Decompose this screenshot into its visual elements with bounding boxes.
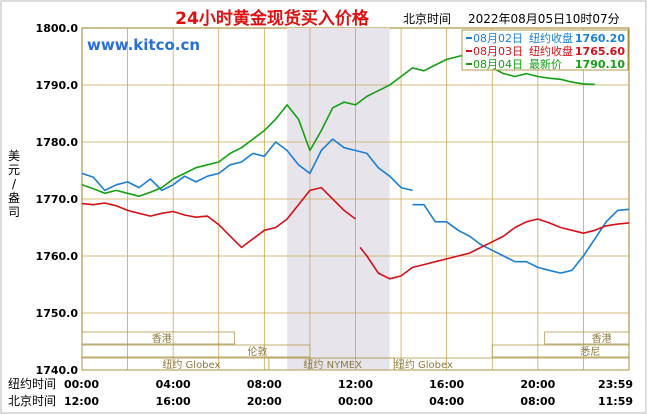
- market-london-box: [81, 344, 311, 358]
- legend-date: 08月02日: [473, 32, 523, 45]
- y-axis-label-part3: /: [12, 177, 17, 191]
- series-line-08月02日: [81, 138, 630, 274]
- y-tick-label: 1770.0: [36, 193, 79, 206]
- x-tick-label-ny: 23:59: [598, 378, 633, 391]
- market-hongkong-right-box: [544, 331, 630, 345]
- x-tick-label-bj: 16:00: [156, 395, 191, 408]
- legend-value: 1765.60: [575, 45, 625, 58]
- x-axis-bj-ticks: 12:00 16:00 20:00 00:00 04:00 08:00 11:59: [64, 395, 633, 408]
- series-line-08月03日: [81, 186, 630, 280]
- legend-date: 08月03日: [473, 45, 523, 58]
- market-london-label: 伦敦: [247, 345, 267, 358]
- x-tick-label-ny: 00:00: [64, 378, 99, 391]
- y-tick-label: 1800.0: [36, 22, 79, 35]
- watermark-url: www.kitco.cn: [87, 36, 200, 54]
- legend-box: [461, 29, 629, 71]
- y-tick-label: 1760.0: [36, 250, 79, 263]
- x-tick-label-bj: 08:00: [520, 395, 555, 408]
- grid-lines: [82, 28, 629, 370]
- legend-label: 最新价: [529, 57, 562, 71]
- legend: 08月02日 纽约收盘 1760.20 08月03日 纽约收盘 1765.60 08月04日…: [461, 29, 629, 71]
- legend-label: 纽约收盘: [529, 31, 573, 45]
- market-hongkong-left-label: 香港: [152, 333, 172, 345]
- y-axis-label-part4: 盎: [8, 191, 20, 205]
- market-sydney-label: 悉尼: [580, 346, 600, 358]
- x-tick-label-ny: 20:00: [520, 378, 555, 391]
- y-axis-label-part5: 司: [8, 205, 20, 219]
- y-axis-label-part1: 美: [8, 149, 20, 163]
- market-globex-right-box: [393, 357, 630, 371]
- market-globex-left-label: 纽约 Globex: [162, 358, 220, 371]
- market-globex-right-label: 纽约 Globex: [395, 358, 453, 371]
- market-nymex-label: 纽约 NYMEX: [303, 358, 362, 371]
- market-sydney-box: [491, 344, 630, 358]
- x-axis-ny-ticks: 00:00 04:00 08:00 12:00 16:00 20:00 23:59: [64, 378, 633, 391]
- market-hongkong-right-label: 香港: [592, 333, 612, 345]
- legend-label: 纽约收盘: [529, 44, 573, 58]
- x-tick-label-ny: 08:00: [247, 378, 282, 391]
- y-tick-label: 1740.0: [36, 364, 79, 377]
- y-axis-label-part2: 元: [8, 163, 20, 177]
- x-tick-label-ny: 12:00: [338, 378, 373, 391]
- header-timezone: 北京时间: [403, 12, 451, 26]
- series-line-08月04日: [81, 52, 595, 197]
- price-series: [81, 52, 630, 280]
- x-tick-label-ny: 16:00: [429, 378, 464, 391]
- legend-value: 1760.20: [575, 32, 625, 45]
- x-tick-label-bj: 11:59: [598, 395, 633, 408]
- y-tick-label: 1750.0: [36, 307, 79, 320]
- x-tick-label-bj: 00:00: [338, 395, 373, 408]
- x-tick-label-bj: 20:00: [247, 395, 282, 408]
- chart-title: 24小时黄金现货买入价格: [175, 8, 370, 29]
- y-tick-label: 1780.0: [36, 136, 79, 149]
- y-tick-label: 1790.0: [36, 79, 79, 92]
- legend-value: 1790.10: [575, 58, 625, 71]
- header-datetime: 2022年08月05日10时07分: [468, 12, 620, 26]
- legend-date: 08月04日: [473, 58, 523, 71]
- x-tick-label-ny: 04:00: [156, 378, 191, 391]
- y-axis-tick-labels: 1740.0 1750.0 1760.0 1770.0 1780.0 1790.0 1800…: [36, 22, 79, 377]
- ny-time-row-label: 纽约时间: [8, 376, 56, 391]
- x-tick-label-bj: 12:00: [64, 395, 99, 408]
- x-tick-label-bj: 04:00: [429, 395, 464, 408]
- market-hongkong-left-box: [81, 331, 236, 345]
- bj-time-row-label: 北京时间: [8, 394, 56, 408]
- y-axis-label: 美 元 / 盎 司: [8, 149, 20, 219]
